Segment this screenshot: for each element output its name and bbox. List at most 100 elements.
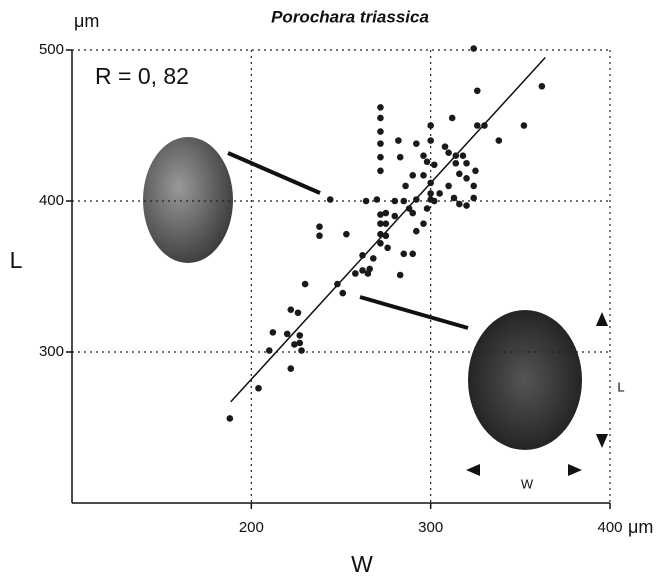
- data-point: [452, 152, 460, 159]
- data-point: [396, 271, 404, 279]
- data-point: [472, 167, 479, 175]
- data-point: [463, 202, 470, 209]
- data-point: [409, 209, 417, 217]
- data-point: [362, 197, 370, 205]
- data-point: [420, 220, 427, 227]
- data-point: [287, 306, 295, 314]
- data-point: [473, 87, 481, 95]
- annotation: R = 0, 82: [95, 63, 189, 89]
- data-point: [377, 230, 384, 238]
- connector: [227, 151, 321, 195]
- data-point: [448, 114, 456, 122]
- specimen-image: [468, 310, 582, 450]
- data-point: [352, 270, 359, 277]
- data-point: [377, 104, 384, 111]
- data-point: [296, 339, 304, 347]
- data-point: [377, 167, 384, 175]
- data-point: [445, 149, 452, 156]
- x-tick-label: 400: [597, 519, 622, 536]
- data-point: [377, 211, 384, 218]
- inset-label: W: [521, 476, 534, 491]
- data-point: [430, 161, 438, 169]
- y-tick-label: 300: [39, 343, 64, 360]
- data-point: [402, 182, 409, 190]
- data-point: [427, 190, 434, 197]
- data-point: [283, 330, 291, 338]
- x-tick-label: 300: [418, 519, 443, 536]
- data-point: [420, 152, 427, 159]
- chart-title: Porochara triassica: [271, 7, 429, 26]
- data-point: [445, 182, 452, 190]
- data-point: [409, 172, 417, 179]
- data-point: [396, 153, 404, 161]
- data-point: [334, 280, 341, 288]
- data-point: [413, 196, 420, 203]
- data-point: [369, 255, 377, 262]
- data-point: [377, 114, 384, 122]
- data-point: [382, 209, 390, 217]
- x-tick-label: 200: [239, 519, 264, 536]
- data-point: [296, 332, 304, 339]
- inset-arrows: [466, 312, 608, 476]
- data-point: [255, 384, 262, 392]
- data-point: [377, 153, 384, 161]
- data-point: [409, 250, 417, 258]
- data-point: [301, 280, 309, 288]
- data-point: [538, 82, 546, 90]
- x-unit: μm: [628, 517, 653, 537]
- data-point: [463, 175, 470, 182]
- x-axis-label: W: [351, 551, 373, 577]
- y-tick-label: 500: [39, 41, 64, 58]
- data-point: [452, 159, 460, 167]
- data-point: [377, 220, 384, 227]
- data-point: [265, 347, 273, 354]
- data-point: [395, 137, 402, 144]
- data-point: [495, 137, 503, 144]
- data-point: [294, 309, 302, 317]
- data-point: [470, 194, 478, 202]
- data-point: [459, 152, 467, 159]
- data-point: [427, 179, 434, 187]
- data-point: [481, 122, 488, 129]
- data-point: [298, 347, 305, 354]
- data-point: [382, 232, 390, 240]
- data-point: [423, 205, 431, 212]
- data-point: [326, 196, 334, 203]
- data-point: [427, 137, 434, 144]
- data-point: [377, 140, 384, 147]
- data-point: [520, 122, 528, 129]
- data-point: [226, 415, 234, 422]
- data-point: [316, 232, 323, 240]
- inset-label: L: [617, 379, 624, 394]
- data-point: [377, 239, 384, 247]
- y-tick-label: 400: [39, 192, 64, 209]
- data-point: [441, 143, 449, 150]
- data-point: [413, 227, 420, 235]
- data-point: [427, 122, 434, 129]
- trend-line: [230, 57, 546, 403]
- data-point: [456, 200, 463, 208]
- data-point: [430, 197, 438, 205]
- data-point: [470, 182, 478, 190]
- data-point: [339, 289, 347, 297]
- data-point: [359, 267, 366, 274]
- data-point: [382, 220, 390, 227]
- data-point: [436, 190, 443, 197]
- data-point: [450, 194, 458, 202]
- data-point: [400, 197, 408, 205]
- data-point: [391, 212, 399, 220]
- data-point: [413, 140, 420, 147]
- data-point: [287, 365, 295, 372]
- data-point: [473, 122, 481, 129]
- data-point: [343, 230, 350, 238]
- data-point: [405, 205, 413, 212]
- data-point: [420, 172, 427, 179]
- data-point: [291, 341, 298, 348]
- data-point: [423, 158, 431, 166]
- data-point: [377, 128, 384, 135]
- y-axis-label: L: [10, 247, 23, 273]
- data-point: [456, 170, 463, 178]
- data-point: [316, 223, 323, 230]
- y-unit: μm: [74, 11, 99, 31]
- data-point: [463, 159, 470, 167]
